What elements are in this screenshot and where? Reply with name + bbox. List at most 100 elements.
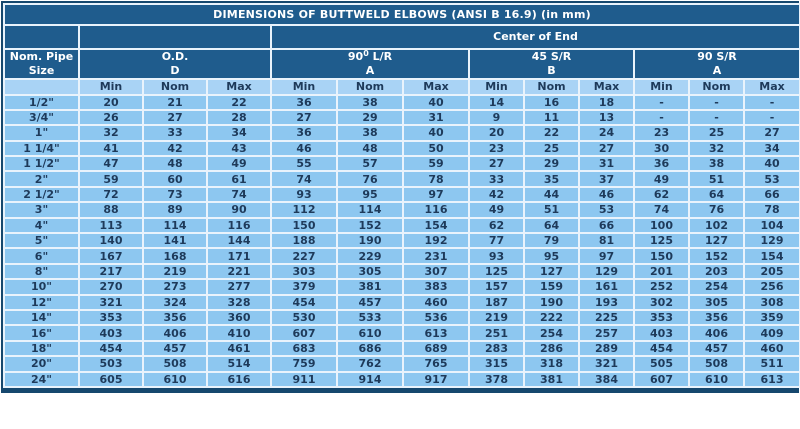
group-45sr-symbol: B xyxy=(547,63,556,77)
value-cell: 187 xyxy=(468,293,525,311)
value-cell: 46 xyxy=(270,139,338,158)
table-row: 4" 113 114 116 150 152 154 62 64 66 100 102 104 xyxy=(3,216,800,235)
value-cell: 457 xyxy=(688,339,745,358)
table-row: 3" 88 89 90 112 114 116 49 51 53 74 76 78 xyxy=(3,201,800,219)
subheader-90lr-min: Min xyxy=(270,77,338,96)
value-cell: 283 xyxy=(468,339,525,358)
subheader-45sr-nom: Nom xyxy=(523,77,580,96)
value-cell: 53 xyxy=(578,201,635,219)
subheader-45sr-min: Min xyxy=(468,77,525,96)
pipe-size-cell: 6" xyxy=(3,247,80,265)
value-cell: 64 xyxy=(688,185,745,204)
value-cell: 508 xyxy=(142,355,208,373)
group-90lr-label2: L/R xyxy=(368,50,393,63)
value-cell: 40 xyxy=(402,124,470,142)
value-cell: 129 xyxy=(578,262,635,281)
value-cell: 141 xyxy=(142,231,208,250)
value-cell: 38 xyxy=(688,155,745,173)
value-cell: 514 xyxy=(206,355,272,373)
value-cell: 102 xyxy=(688,216,745,235)
value-cell: 277 xyxy=(206,278,272,296)
value-cell: 257 xyxy=(578,324,635,342)
value-cell: 610 xyxy=(688,370,745,388)
pipe-size-cell: 14" xyxy=(3,308,80,327)
value-cell: 324 xyxy=(142,293,208,311)
value-cell: 59 xyxy=(78,170,144,188)
value-cell: 454 xyxy=(78,339,144,358)
value-cell: 154 xyxy=(742,247,800,265)
value-cell: 59 xyxy=(402,155,470,173)
table-row: 14" 353 356 360 530 533 536 219 222 225 353 356 359 xyxy=(3,308,800,327)
value-cell: 205 xyxy=(742,262,800,281)
value-cell: 55 xyxy=(270,155,338,173)
value-cell: 21 xyxy=(142,93,208,111)
value-cell: 219 xyxy=(468,308,525,327)
value-cell: 116 xyxy=(206,216,272,235)
value-cell: - xyxy=(633,108,690,127)
table-row: 10" 270 273 277 379 381 383 157 159 161 252 254 256 xyxy=(3,278,800,296)
value-cell: 610 xyxy=(336,324,404,342)
value-cell: 353 xyxy=(78,308,144,327)
value-cell: 16 xyxy=(523,93,580,111)
title-row: DIMENSIONS OF BUTTWELD ELBOWS (ANSI B 16… xyxy=(2,3,800,26)
value-cell: 765 xyxy=(402,355,470,373)
value-cell: 62 xyxy=(633,185,690,204)
value-cell: 48 xyxy=(142,155,208,173)
subheader-45sr-max: Max xyxy=(578,77,635,96)
value-cell: 41 xyxy=(78,139,144,158)
value-cell: 508 xyxy=(688,355,745,373)
value-cell: 104 xyxy=(742,216,800,235)
value-cell: 74 xyxy=(633,201,690,219)
value-cell: 914 xyxy=(336,370,404,388)
min-nom-max-row: Min Nom Max Min Nom Max Min Nom Max Min … xyxy=(3,77,800,96)
value-cell: 201 xyxy=(633,262,690,281)
subheader-90sr-max: Max xyxy=(742,77,800,96)
group-90sr-label: 90 S/R xyxy=(697,50,737,63)
value-cell: 100 xyxy=(633,216,690,235)
value-cell: 93 xyxy=(468,247,525,265)
value-cell: 150 xyxy=(633,247,690,265)
table-row: 12" 321 324 328 454 457 460 187 190 193 302 305 308 xyxy=(3,293,800,311)
value-cell: 168 xyxy=(142,247,208,265)
value-cell: 49 xyxy=(633,170,690,188)
value-cell: 29 xyxy=(336,108,404,127)
value-cell: 305 xyxy=(688,293,745,311)
value-cell: 159 xyxy=(523,278,580,296)
value-cell: 410 xyxy=(206,324,272,342)
pipe-size-cell: 3/4" xyxy=(3,108,80,127)
value-cell: 46 xyxy=(578,185,635,204)
table-row: 1" 32 33 34 36 38 40 20 22 24 23 25 27 xyxy=(3,124,800,142)
value-cell: - xyxy=(688,93,745,111)
value-cell: - xyxy=(633,93,690,111)
pipe-size-cell: 8" xyxy=(3,262,80,281)
value-cell: 27 xyxy=(468,155,525,173)
table-row: 1/2" 20 21 22 36 38 40 14 16 18- - - xyxy=(3,93,800,111)
value-cell: - xyxy=(742,108,800,127)
group-header-45sr: 45 S/R B xyxy=(468,48,635,80)
value-cell: 289 xyxy=(578,339,635,358)
value-cell: 81 xyxy=(578,231,635,250)
value-cell: 112 xyxy=(270,201,338,219)
table-row: 5" 140 141 144 188 190 192 77 79 81 125 127 129 xyxy=(3,231,800,250)
pipe-size-cell: 3" xyxy=(3,201,80,219)
value-cell: 154 xyxy=(402,216,470,235)
subheader-90sr-nom: Nom xyxy=(688,77,745,96)
header-nom-pipe-size-line2: Size xyxy=(28,63,55,77)
value-cell: 303 xyxy=(270,262,338,281)
value-cell: 88 xyxy=(78,201,144,219)
value-cell: 315 xyxy=(468,355,525,373)
value-cell: 49 xyxy=(468,201,525,219)
header-spacer-od xyxy=(78,24,272,50)
value-cell: 359 xyxy=(742,308,800,327)
value-cell: - xyxy=(688,108,745,127)
value-cell: 89 xyxy=(142,201,208,219)
value-cell: 77 xyxy=(468,231,525,250)
value-cell: 190 xyxy=(336,231,404,250)
group-45sr-label: 45 S/R xyxy=(531,50,572,63)
pipe-size-cell: 4" xyxy=(3,216,80,235)
header-center-of-end: Center of End xyxy=(269,24,800,50)
elbow-dimensions-table-frame: DIMENSIONS OF BUTTWELD ELBOWS (ANSI B 16… xyxy=(1,1,800,393)
subheader-90sr-min: Min xyxy=(633,77,690,96)
value-cell: 78 xyxy=(402,170,470,188)
value-cell: 40 xyxy=(402,93,470,111)
